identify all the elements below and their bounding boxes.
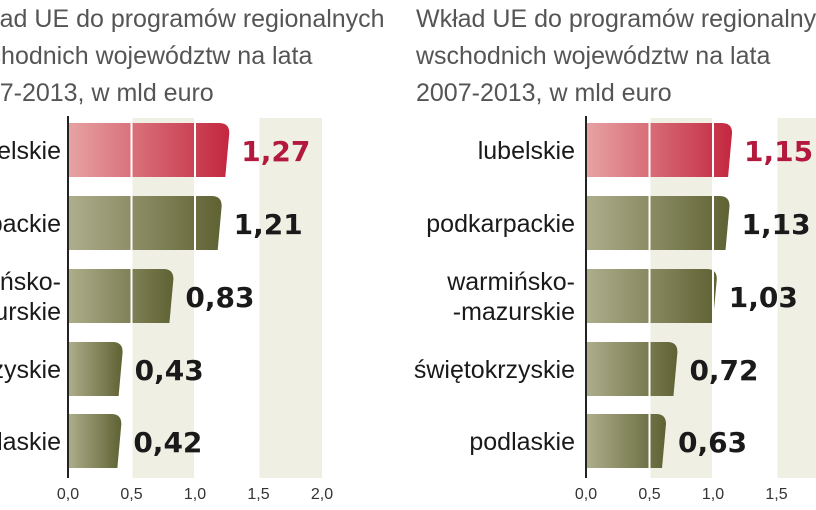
category-label: podlaskie [469, 428, 575, 456]
bar [586, 414, 667, 468]
data-label: 0,83 [185, 281, 254, 314]
data-label: 0,43 [135, 354, 204, 387]
chart-panel-0: Wkład UE do programów regionalnych wschod… [0, 5, 385, 503]
x-tick-label: 1,5 [247, 486, 269, 503]
chart-title-line: wschodnich województw na lata [415, 42, 770, 70]
bar [68, 342, 123, 396]
chart-title-line: 2007-2013, w mld euro [416, 79, 672, 107]
data-label: 1,13 [742, 208, 811, 241]
category-label: lubelskie [0, 137, 61, 165]
x-tick-label: 0,0 [57, 486, 79, 503]
bar [586, 342, 678, 396]
bar [68, 414, 122, 468]
data-label: 1,27 [241, 135, 310, 168]
x-tick-label: 0,0 [575, 486, 597, 503]
bar [586, 269, 717, 323]
chart-title-line: Wkład UE do programów regionalnych [416, 5, 816, 33]
category-label: lubelskie [478, 137, 575, 165]
bar [586, 123, 733, 177]
x-tick-label: 1,0 [184, 486, 206, 503]
x-tick-label: 1,5 [765, 486, 787, 503]
data-label: 0,42 [133, 426, 202, 459]
category-label: podkarpackie [0, 210, 61, 238]
category-label: warmińsko- [0, 268, 61, 296]
x-tick-label: 0,5 [120, 486, 142, 503]
bar [68, 196, 222, 250]
chart-title-line: 2007-2013, w mld euro [0, 79, 214, 107]
grid-band [258, 118, 322, 478]
category-label: świętokrzyskie [0, 356, 61, 384]
category-label: świętokrzyskie [414, 356, 575, 384]
data-label: 1,21 [234, 208, 303, 241]
data-label: 1,03 [729, 281, 798, 314]
data-label: 0,63 [678, 426, 747, 459]
x-tick-label: 1,0 [702, 486, 724, 503]
x-tick-label: 2,0 [311, 486, 333, 503]
bar [68, 269, 174, 323]
bar [586, 196, 730, 250]
chart-title-line: wschodnich województw na lata [0, 42, 312, 70]
category-label: warmińsko- [446, 268, 575, 296]
category-label: podlaskie [0, 428, 61, 456]
bar [68, 123, 230, 177]
category-label: -mazurskie [453, 298, 575, 326]
grid-band [776, 118, 816, 478]
chart-panel-1: Wkład UE do programów regionalnych wschod… [414, 5, 816, 503]
chart-title-line: Wkład UE do programów regionalnych [0, 5, 385, 33]
x-tick-label: 0,5 [638, 486, 660, 503]
category-label: podkarpackie [426, 210, 575, 238]
data-label: 0,72 [689, 354, 758, 387]
category-label: -mazurskie [0, 298, 61, 326]
data-label: 1,15 [744, 135, 813, 168]
